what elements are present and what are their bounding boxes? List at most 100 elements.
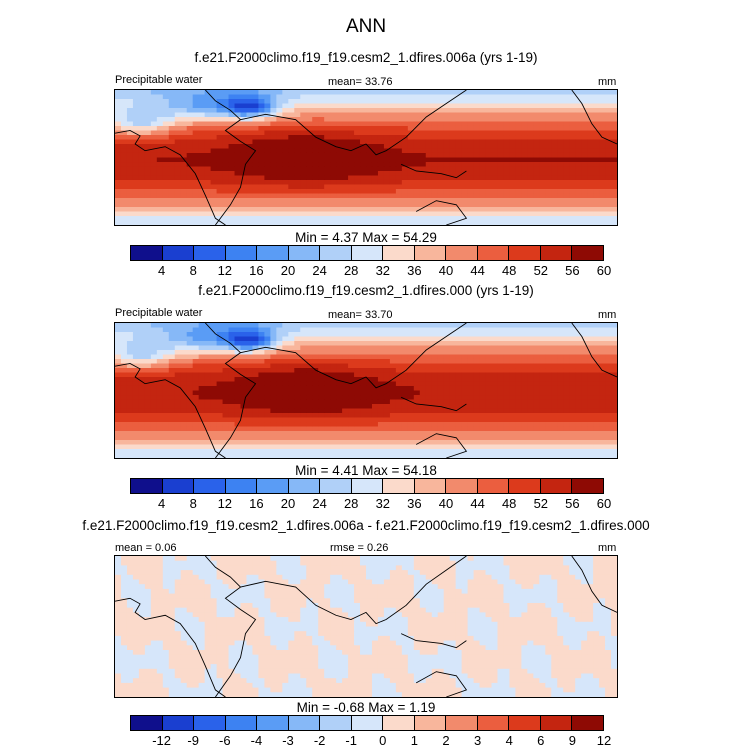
field-cell	[593, 404, 600, 410]
field-cell	[485, 184, 493, 190]
field-cell	[120, 404, 128, 410]
field-cell	[467, 327, 475, 333]
field-cell	[354, 139, 361, 145]
field-cell	[318, 112, 325, 118]
field-cell	[318, 94, 325, 100]
field-cell	[455, 179, 463, 186]
field-cell	[330, 327, 337, 333]
field-cell	[348, 193, 355, 199]
field-cell	[252, 331, 260, 338]
field-cell	[509, 345, 517, 351]
field-cell	[557, 216, 564, 222]
field-cell	[234, 368, 242, 374]
field-cell	[581, 206, 588, 213]
field-cell	[246, 363, 254, 369]
field-cell	[354, 179, 361, 186]
field-cell	[270, 417, 277, 423]
field-cell	[575, 395, 582, 401]
field-cell	[240, 94, 248, 100]
field-cell	[557, 193, 564, 199]
field-cell	[497, 422, 505, 428]
field-cell	[312, 345, 319, 351]
field-cell	[228, 323, 236, 329]
field-cell	[126, 381, 134, 387]
field-cell	[377, 198, 385, 204]
field-cell	[479, 358, 487, 365]
field-cell	[240, 350, 248, 356]
field-cell	[234, 399, 242, 405]
field-cell	[407, 198, 415, 204]
field-cell	[162, 385, 170, 392]
field-cell	[593, 363, 600, 369]
field-cell	[473, 327, 481, 333]
field-cell	[383, 121, 391, 127]
field-cell	[521, 439, 528, 446]
field-cell	[216, 435, 224, 441]
field-cell	[509, 358, 517, 365]
field-cell	[300, 399, 307, 405]
field-cell	[294, 358, 301, 365]
field-cell	[407, 336, 415, 342]
field-cell	[246, 341, 254, 347]
field-cell	[204, 220, 212, 225]
field-cell	[115, 439, 122, 446]
field-cell	[156, 404, 164, 410]
field-cell	[461, 336, 469, 342]
field-cell	[126, 94, 134, 100]
field-cell	[491, 331, 499, 338]
field-cell	[180, 422, 188, 428]
field-cell	[533, 417, 540, 423]
field-cell	[162, 206, 170, 213]
field-cell	[425, 350, 433, 356]
field-cell	[330, 189, 337, 195]
field-cell	[497, 377, 505, 383]
field-cell	[521, 157, 528, 163]
field-cell	[551, 117, 558, 123]
field-cell	[407, 125, 415, 132]
field-cell	[455, 341, 463, 347]
field-cell	[228, 103, 236, 109]
field-cell	[569, 426, 576, 432]
field-cell	[168, 135, 176, 141]
field-cell	[354, 377, 361, 383]
field-cell	[270, 90, 277, 96]
field-cell	[294, 139, 301, 145]
field-cell	[126, 390, 134, 396]
field-cell	[413, 135, 421, 141]
field-cell	[443, 139, 451, 145]
field-cell	[407, 323, 415, 329]
field-cell	[467, 220, 475, 225]
field-cell	[138, 358, 146, 365]
field-cell	[282, 381, 289, 387]
field-cell	[593, 144, 600, 150]
field-cell	[395, 152, 403, 159]
field-cell	[294, 345, 301, 351]
field-cell	[228, 206, 236, 213]
field-cell	[611, 422, 617, 428]
field-cell	[545, 189, 552, 195]
field-cell	[389, 341, 397, 347]
field-cell	[156, 390, 164, 396]
field-cell	[383, 395, 391, 401]
field-cell	[366, 449, 373, 455]
field-cell	[479, 202, 487, 208]
field-cell	[389, 184, 397, 190]
field-cell	[533, 144, 540, 150]
field-cell	[533, 152, 540, 159]
field-cell	[587, 198, 594, 204]
field-cell	[360, 175, 367, 181]
field-cell	[437, 422, 445, 428]
field-cell	[336, 130, 343, 136]
field-cell	[467, 404, 475, 410]
field-cell	[162, 449, 170, 455]
field-cell	[509, 112, 517, 118]
field-cell	[168, 435, 176, 441]
field-cell	[336, 121, 343, 127]
field-cell	[216, 381, 224, 387]
field-cell	[473, 189, 481, 195]
field-cell	[473, 179, 481, 186]
field-cell	[126, 449, 134, 455]
field-cell	[312, 350, 319, 356]
field-cell	[497, 435, 505, 441]
field-cell	[407, 395, 415, 401]
